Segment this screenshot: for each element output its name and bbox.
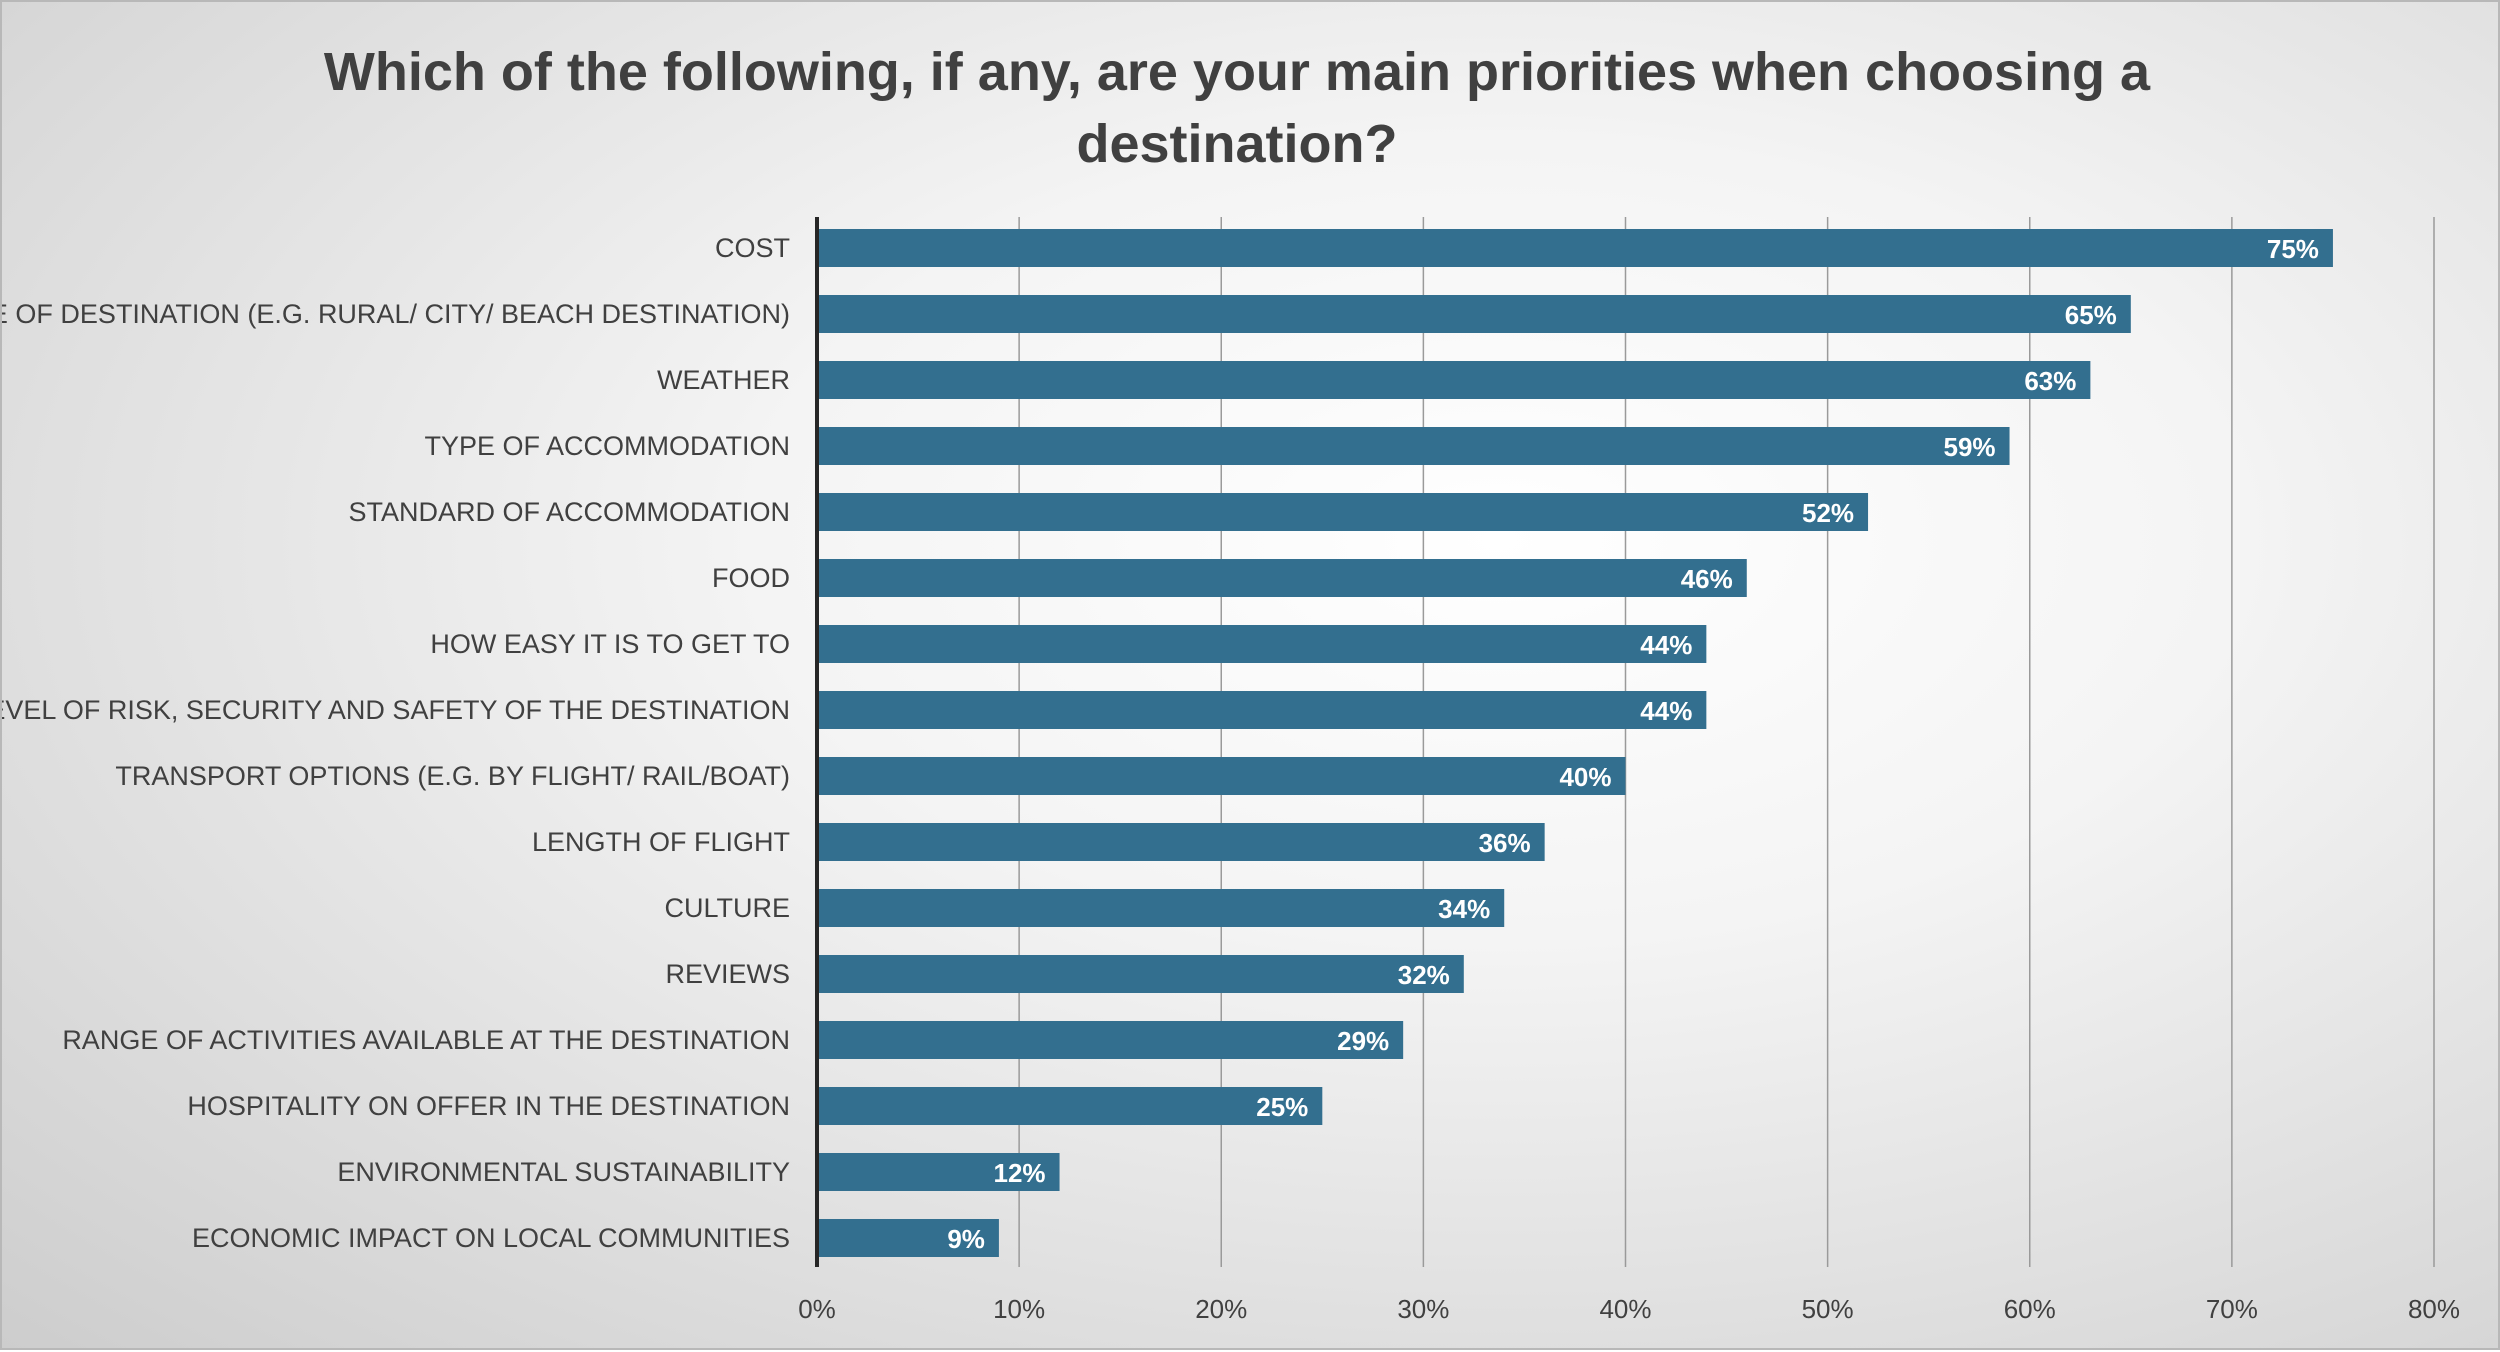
bar-6 bbox=[817, 559, 1747, 597]
category-label-3: WEATHER bbox=[657, 365, 790, 395]
category-label-16: ECONOMIC IMPACT ON LOCAL COMMUNITIES bbox=[192, 1223, 790, 1253]
x-tick-label-10: 10% bbox=[993, 1294, 1045, 1324]
value-label-14: 25% bbox=[1256, 1092, 1308, 1122]
chart-title-line-2: destination? bbox=[1077, 114, 1398, 174]
x-tick-label-0: 0% bbox=[798, 1294, 836, 1324]
x-tick-label-20: 20% bbox=[1195, 1294, 1247, 1324]
value-label-10: 36% bbox=[1479, 828, 1531, 858]
value-label-16: 9% bbox=[947, 1224, 985, 1254]
value-label-5: 52% bbox=[1802, 498, 1854, 528]
category-label-7: HOW EASY IT IS TO GET TO bbox=[430, 629, 790, 659]
bar-5 bbox=[817, 493, 1869, 531]
x-tick-label-60: 60% bbox=[2004, 1294, 2056, 1324]
category-label-13: RANGE OF ACTIVITIES AVAILABLE AT THE DES… bbox=[62, 1025, 790, 1055]
value-label-6: 46% bbox=[1681, 564, 1733, 594]
bar-8 bbox=[817, 691, 1707, 729]
value-labels: 75% 65% 63% 59% 52% 46% 44% 44% 40% 36% 34% 32% 29% 2… bbox=[947, 234, 2319, 1254]
category-label-12: REVIEWS bbox=[665, 959, 790, 989]
bar-2 bbox=[817, 295, 2131, 333]
bar-9 bbox=[817, 757, 1626, 795]
value-label-15: 12% bbox=[994, 1158, 1046, 1188]
value-label-11: 34% bbox=[1438, 894, 1490, 924]
x-tick-label-40: 40% bbox=[1599, 1294, 1651, 1324]
value-label-8: 44% bbox=[1640, 696, 1692, 726]
x-axis-tick-labels: 0% 10% 20% 30% 40% 50% 60% 70% 80% bbox=[798, 1294, 2460, 1324]
category-label-6: FOOD bbox=[712, 563, 790, 593]
value-label-9: 40% bbox=[1559, 762, 1611, 792]
value-label-13: 29% bbox=[1337, 1026, 1389, 1056]
chart-title-line-1: Which of the following, if any, are your… bbox=[324, 42, 2151, 102]
x-tick-label-30: 30% bbox=[1397, 1294, 1449, 1324]
bar-11 bbox=[817, 889, 1505, 927]
category-label-10: LENGTH OF FLIGHT bbox=[532, 827, 790, 857]
category-label-1: COST bbox=[715, 233, 790, 263]
bar-10 bbox=[817, 823, 1545, 861]
bar-13 bbox=[817, 1021, 1404, 1059]
category-label-9: TRANSPORT OPTIONS (E.G. BY FLIGHT/ RAIL/… bbox=[115, 761, 790, 791]
bar-16 bbox=[817, 1219, 999, 1257]
bars bbox=[817, 229, 2333, 1257]
bar-1 bbox=[817, 229, 2333, 267]
chart-title: Which of the following, if any, are your… bbox=[324, 42, 2151, 174]
category-label-8: LEVEL OF RISK, SECURITY AND SAFETY OF TH… bbox=[2, 695, 790, 725]
value-label-1: 75% bbox=[2267, 234, 2319, 264]
category-label-5: STANDARD OF ACCOMMODATION bbox=[348, 497, 790, 527]
bar-15 bbox=[817, 1153, 1060, 1191]
bar-3 bbox=[817, 361, 2091, 399]
category-label-15: ENVIRONMENTAL SUSTAINABILITY bbox=[337, 1157, 790, 1187]
value-label-12: 32% bbox=[1398, 960, 1450, 990]
x-tick-label-70: 70% bbox=[2206, 1294, 2258, 1324]
category-label-14: HOSPITALITY ON OFFER IN THE DESTINATION bbox=[187, 1091, 790, 1121]
category-labels: COST TYPE OF DESTINATION (E.G. RURAL/ CIT… bbox=[2, 233, 790, 1253]
bar-7 bbox=[817, 625, 1707, 663]
value-label-3: 63% bbox=[2024, 366, 2076, 396]
bar-4 bbox=[817, 427, 2010, 465]
value-label-2: 65% bbox=[2065, 300, 2117, 330]
bar-12 bbox=[817, 955, 1464, 993]
bar-14 bbox=[817, 1087, 1323, 1125]
category-label-4: TYPE OF ACCOMMODATION bbox=[424, 431, 790, 461]
category-label-2: TYPE OF DESTINATION (E.G. RURAL/ CITY/ B… bbox=[2, 299, 790, 329]
value-label-4: 59% bbox=[1943, 432, 1995, 462]
value-label-7: 44% bbox=[1640, 630, 1692, 660]
x-tick-label-80: 80% bbox=[2408, 1294, 2460, 1324]
x-tick-label-50: 50% bbox=[1802, 1294, 1854, 1324]
category-label-11: CULTURE bbox=[664, 893, 790, 923]
